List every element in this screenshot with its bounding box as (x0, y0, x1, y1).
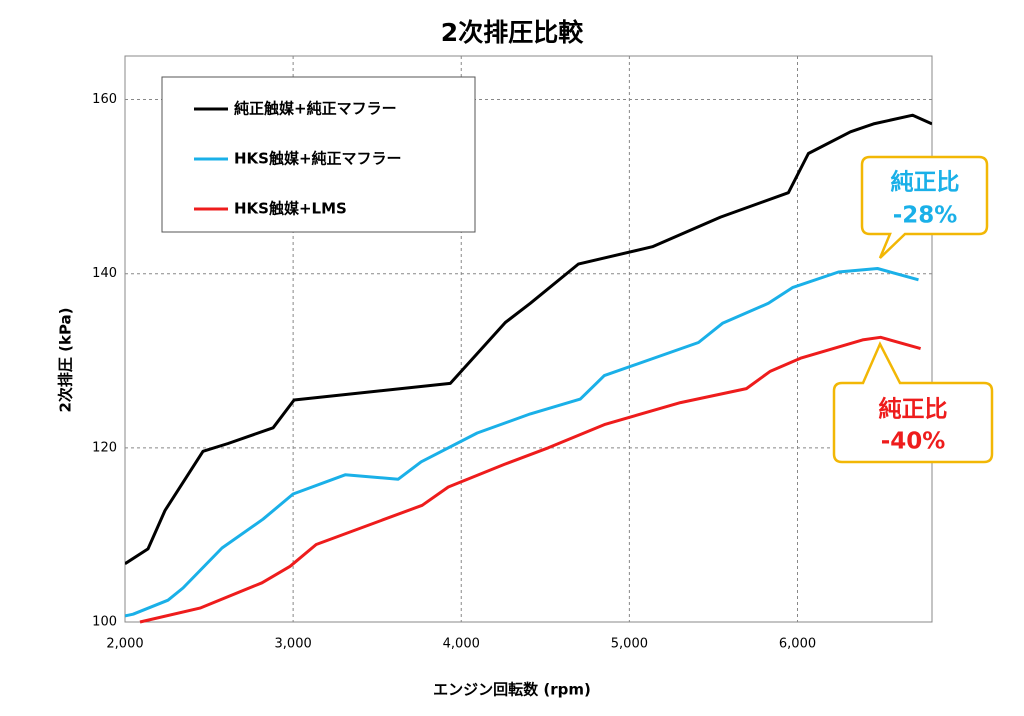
legend-label: HKS触媒+純正マフラー (234, 150, 402, 168)
legend-label: 純正触媒+純正マフラー (234, 100, 397, 118)
y-axis-label: 2次排圧 (kPa) (57, 307, 75, 412)
x-tick-label: 2,000 (106, 637, 143, 652)
callout: 純正比 -28% (860, 155, 989, 259)
y-tick-label: 120 (92, 440, 117, 455)
callout-text: -40% (881, 429, 946, 455)
legend-label: HKS触媒+LMS (234, 200, 347, 218)
callout-box (832, 341, 994, 464)
y-tick-label: 140 (92, 266, 117, 281)
series-line (139, 335, 922, 624)
x-tick-label: 3,000 (275, 637, 312, 652)
callout: 純正比 -40% (832, 341, 994, 464)
callout-text: 純正比 (879, 396, 948, 423)
callout-box (860, 155, 989, 259)
x-tick-label: 6,000 (779, 637, 816, 652)
callout-text: 純正比 (891, 169, 960, 196)
x-tick-label: 5,000 (611, 637, 648, 652)
y-tick-label: 100 (92, 615, 117, 630)
x-axis-label: エンジン回転数 (rpm) (433, 681, 591, 699)
plot-area: 2,000 3,000 4,000 5,000 6,000 100 120 140 160 (92, 55, 933, 652)
chart-title: 2次排圧比較 (441, 18, 584, 47)
plot-border (124, 55, 933, 623)
series-line (125, 267, 919, 618)
legend: 純正触媒+純正マフラー HKS触媒+純正マフラー HKS触媒+LMS (161, 76, 476, 233)
x-tick-label: 4,000 (443, 637, 480, 652)
y-tick-label: 160 (92, 92, 117, 107)
callout-text: -28% (893, 203, 958, 229)
legend-box (161, 76, 476, 233)
series-line (125, 113, 932, 565)
